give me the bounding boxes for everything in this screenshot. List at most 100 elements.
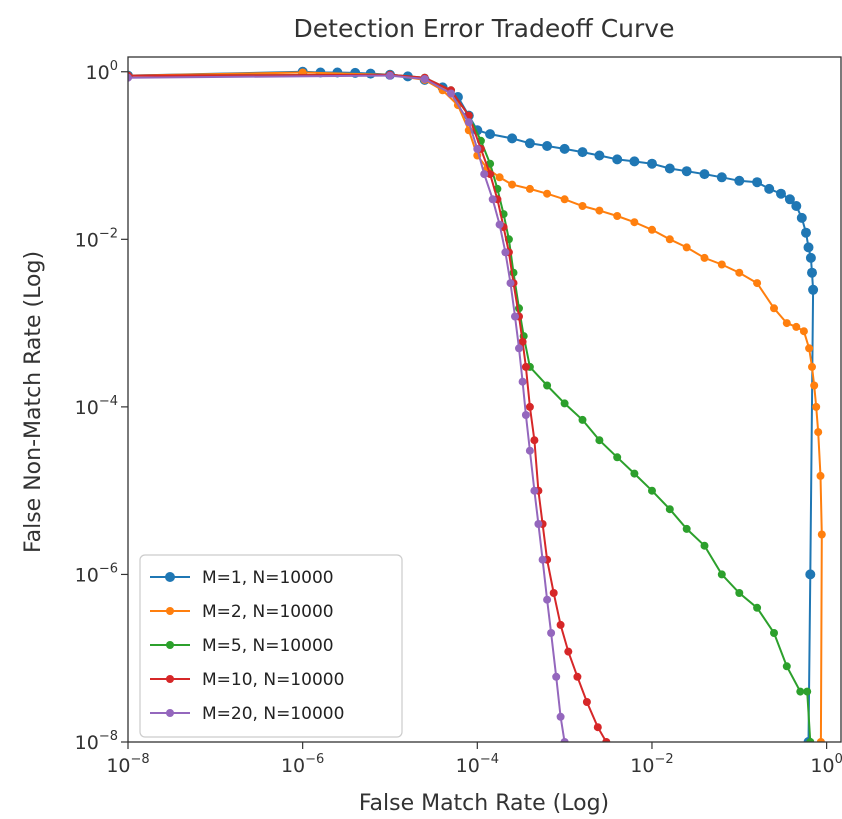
legend-box [139,554,403,738]
data-point [501,248,510,257]
legend: M=1, N=10000 M=2, N=10000 M=5, N=10000 M=10… [139,554,403,738]
legend-item: M=20, N=10000 [150,704,344,724]
legend-label: M=1, N=10000 [202,568,334,588]
data-point [630,218,639,227]
plot-frame [127,56,842,743]
data-point [556,620,565,629]
data-point [648,225,656,234]
data-point [593,723,602,732]
data-point [808,284,819,295]
data-point [776,188,786,199]
data-point [796,212,807,223]
data-point [594,150,605,161]
data-point [612,154,623,165]
data-point [664,163,675,174]
data-point [805,569,816,580]
data-point [816,738,825,742]
data-point [717,570,726,579]
data-point [386,71,394,80]
data-point [805,344,814,353]
data-point [573,672,582,681]
legend-swatch-marker [165,572,175,582]
data-point [488,195,497,204]
data-point [521,411,530,419]
data-point [542,141,553,151]
legend-item: M=5, N=10000 [150,636,334,656]
data-point [525,446,534,455]
legend-label: M=20, N=10000 [202,704,344,724]
data-point [791,201,802,211]
data-point [807,267,817,278]
data-point [577,147,588,158]
legend-label: M=10, N=10000 [202,670,344,690]
data-point [812,402,821,411]
legend-label: M=5, N=10000 [202,636,334,656]
data-point [525,184,534,193]
data-point [808,362,816,371]
data-point [518,377,527,386]
data-point [560,738,569,742]
legend-item: M=1, N=10000 [150,568,334,588]
data-point [552,672,561,681]
data-point [801,227,811,238]
series-line [128,74,566,742]
legend-label: M=2, N=10000 [202,602,334,622]
chart-title: Detection Error Tradeoff Curve [294,14,675,43]
data-point [595,436,604,445]
data-point [613,212,622,220]
data-point [595,206,604,215]
data-point [717,260,726,269]
data-point [682,524,691,533]
data-point [582,698,591,706]
data-point [735,268,744,277]
legend-item: M=2, N=10000 [150,602,334,622]
data-point [716,172,727,183]
data-point [665,505,674,514]
data-point [506,279,515,288]
data-point [782,319,791,328]
data-point [543,595,552,604]
data-point [734,175,745,186]
data-point [543,189,552,198]
x-axis-ticks: 10−8 10−6 10−4 10−2 100 [106,742,842,777]
data-point [530,486,539,495]
data-point [648,486,656,495]
data-point [735,589,744,597]
data-point [543,381,552,390]
data-point [613,453,622,462]
data-point [447,89,455,98]
data-point [681,166,692,177]
x-tick-label: 10−8 [106,752,149,777]
data-point [495,220,504,229]
data-point [630,469,639,478]
data-point [578,202,587,210]
data-point [799,327,808,336]
data-point [420,75,429,83]
y-tick-label: 10−8 [75,729,118,754]
data-point [128,73,132,82]
data-point [508,180,517,189]
x-axis-title: False Match Rate (Log) [359,791,609,816]
data-point [521,362,530,371]
data-point [578,415,587,424]
x-tick-label: 10−2 [630,752,673,777]
data-point [480,170,489,179]
y-axis-ticks: 100 10−2 10−4 10−6 10−8 [75,59,128,754]
plot-area [128,66,826,742]
data-point [770,629,778,637]
y-tick-label: 100 [86,59,118,84]
data-point [805,252,816,263]
data-point [806,738,815,742]
x-tick-label: 100 [810,752,842,777]
data-point [816,471,825,480]
legend-item: M=10, N=10000 [150,670,344,690]
data-point [782,662,791,671]
data-point [792,322,801,331]
data-point [647,158,657,169]
data-point [753,603,762,612]
y-axis-title: False Non-Match Rate (Log) [21,251,46,553]
data-point [560,195,569,204]
data-point [803,242,814,253]
data-point [817,530,826,539]
series-5 [128,71,569,742]
